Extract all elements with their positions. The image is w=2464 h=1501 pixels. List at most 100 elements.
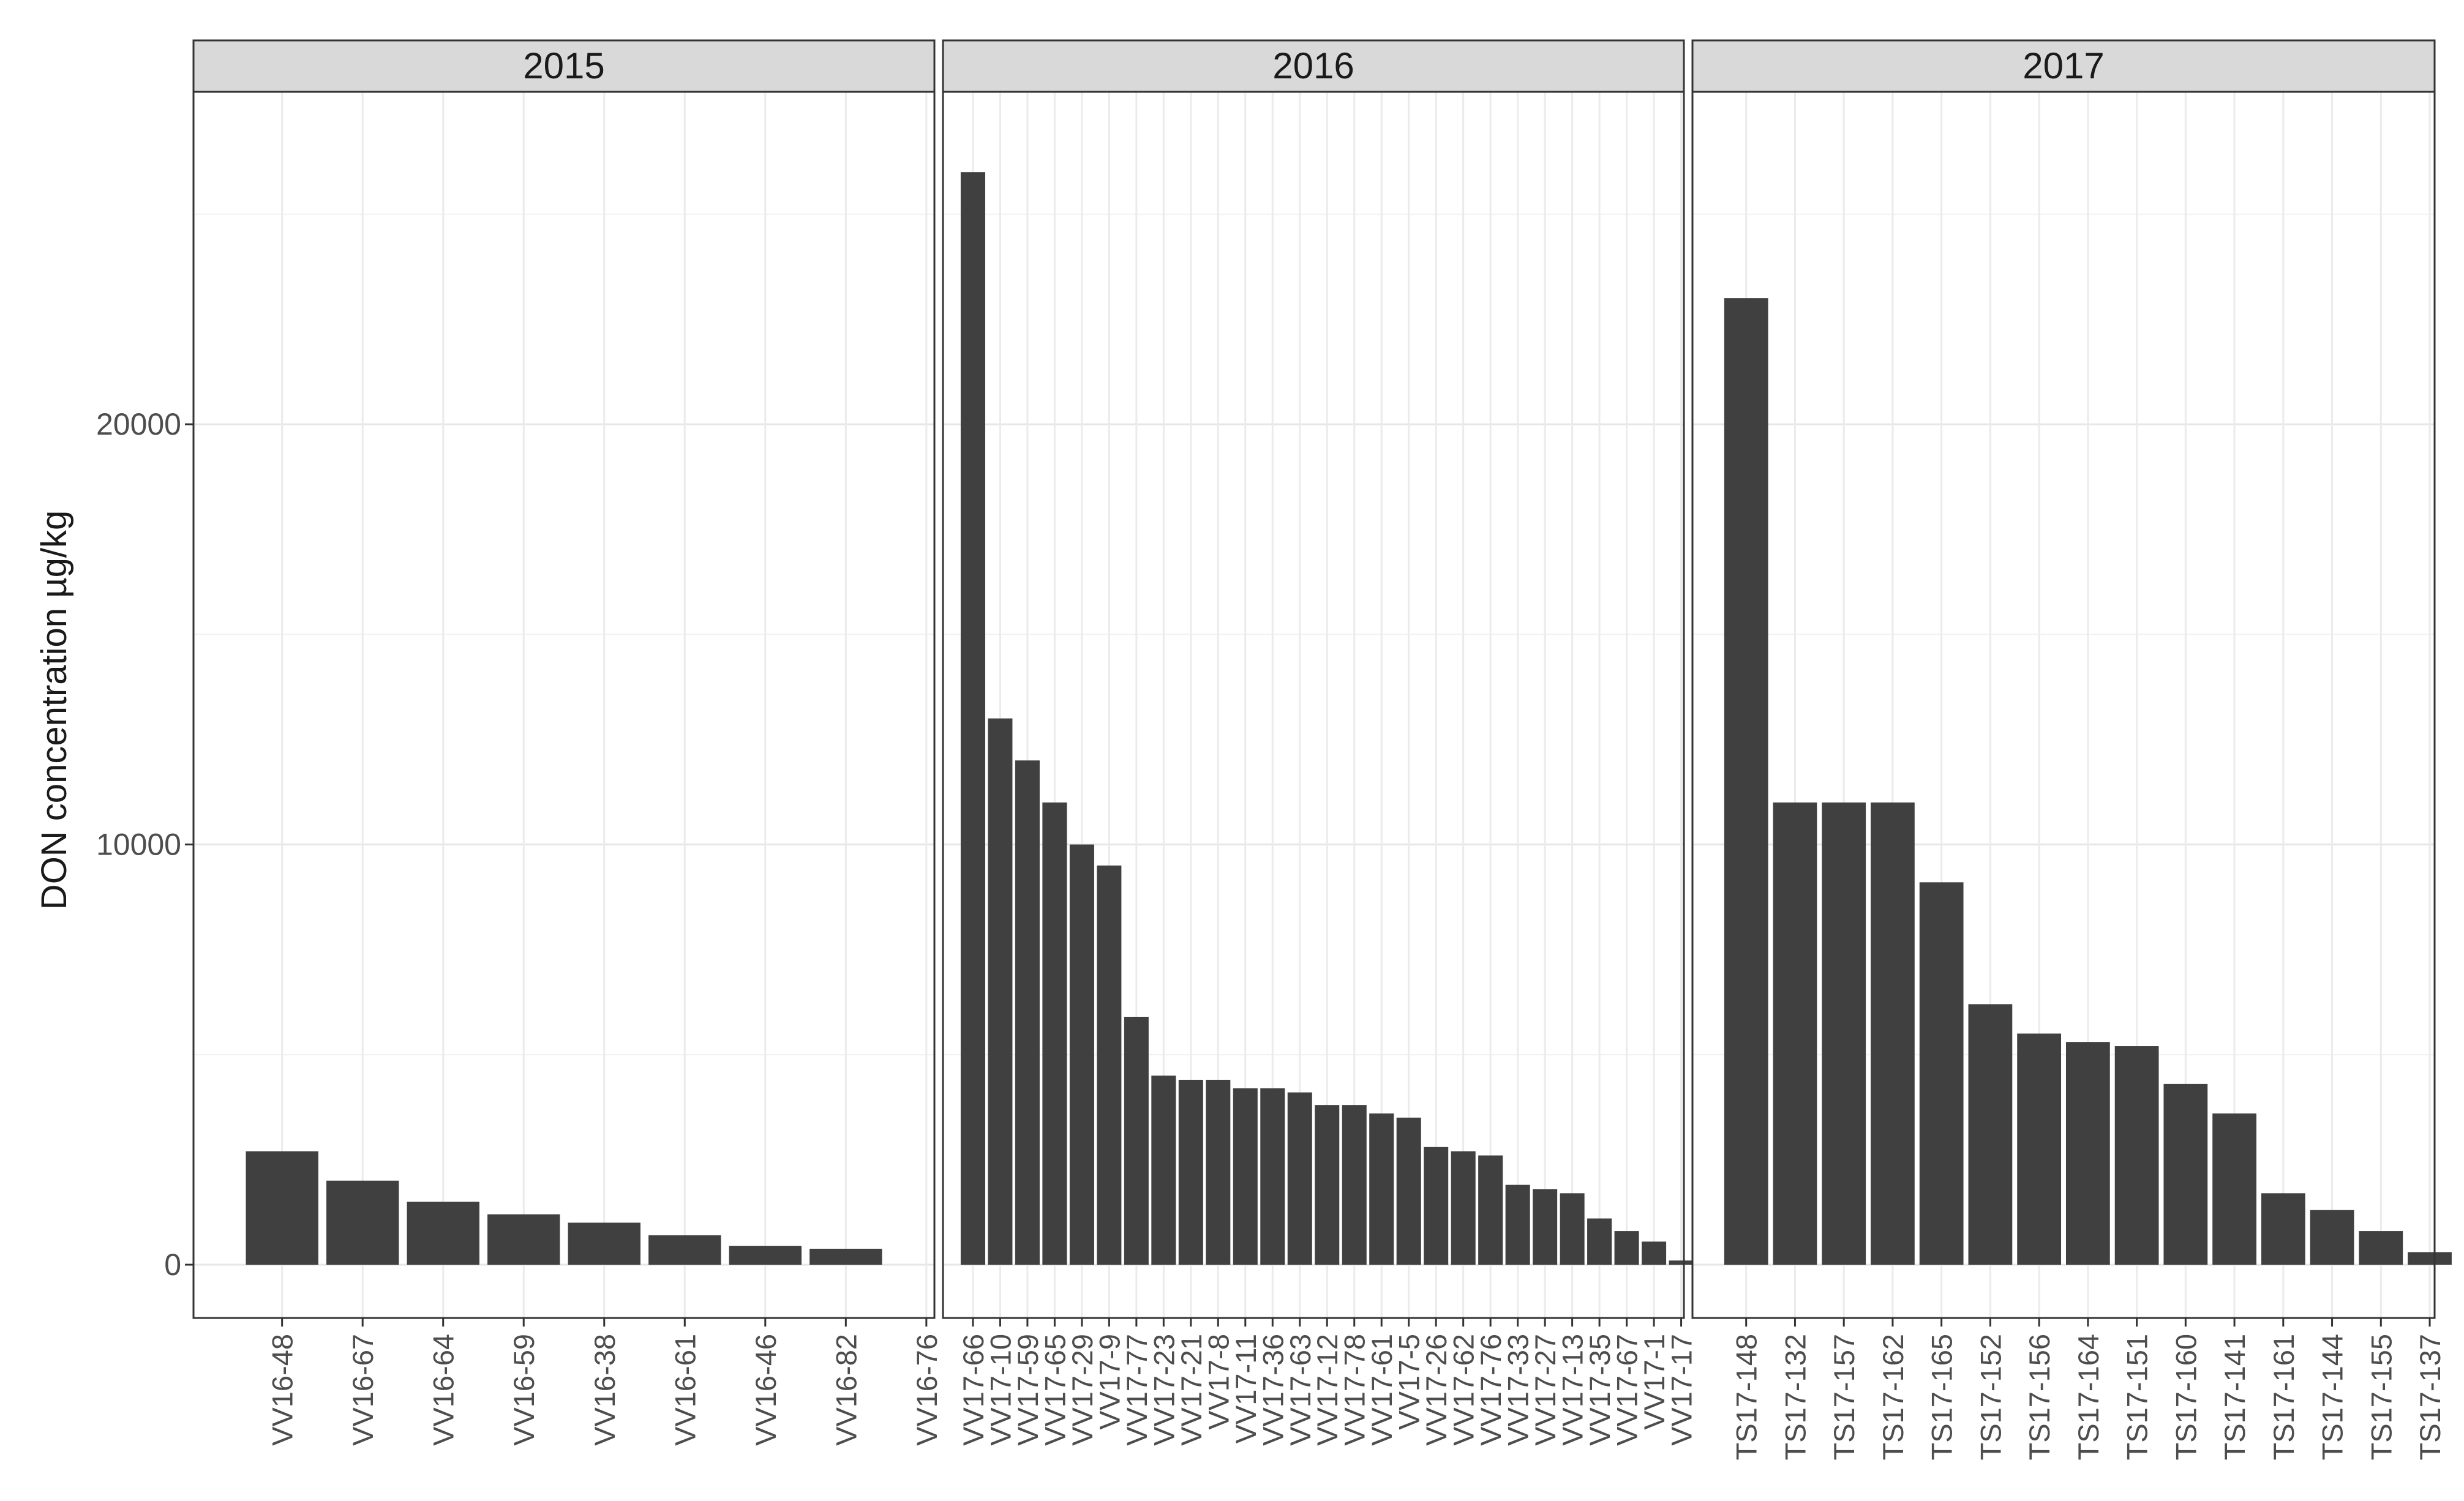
facet-strip-label: 2016 <box>1272 45 1354 86</box>
bar-TS17-148 <box>1724 298 1768 1265</box>
x-tick-label: TS17-132 <box>1779 1334 1811 1460</box>
x-tick-label: VV17-21 <box>1175 1334 1208 1446</box>
bar-TS17-144 <box>2310 1210 2354 1265</box>
bar-VV17-76 <box>1478 1155 1503 1265</box>
x-tick-label: VV16-67 <box>347 1334 379 1446</box>
bar-VV16-61 <box>648 1235 721 1265</box>
facet-panel-2015: 2015 VV16-48 VV16-67 VV16-64 VV16-59 VV16-38 V… <box>192 39 943 1446</box>
x-tick-label: VV17-11 <box>1230 1334 1262 1443</box>
bar-TS17-165 <box>1919 882 1964 1265</box>
x-tick-label: TS17-157 <box>1828 1334 1860 1460</box>
facet-panels: 2015 VV16-48 VV16-67 VV16-64 VV16-59 VV16-38 V… <box>192 39 2452 1460</box>
x-tick-label: VV16-59 <box>508 1334 540 1446</box>
bar-TS17-155 <box>2359 1231 2403 1265</box>
x-tick-label: VV17-65 <box>1039 1334 1071 1446</box>
bar-VV16-59 <box>487 1214 560 1265</box>
bar-TS17-137 <box>2408 1252 2452 1265</box>
x-tick-label: VV16-46 <box>749 1334 782 1446</box>
x-tick-label: TS17-161 <box>2267 1334 2300 1460</box>
bar-VV16-67 <box>326 1180 399 1265</box>
bar-VV17-35 <box>1587 1218 1612 1265</box>
bar-VV17-63 <box>1287 1092 1312 1265</box>
x-tick-label: VV17-9 <box>1093 1334 1125 1430</box>
x-tick-label: VV17-5 <box>1393 1334 1425 1430</box>
bar-VV16-46 <box>729 1246 802 1265</box>
bar-VV17-36 <box>1260 1088 1285 1265</box>
bar-TS17-157 <box>1822 802 1866 1265</box>
x-tick-label: VV17-36 <box>1256 1334 1289 1446</box>
x-tick-label: VV16-38 <box>588 1334 621 1446</box>
bar-VV17-11 <box>1233 1088 1258 1265</box>
bar-VV17-77 <box>1124 1016 1149 1265</box>
bar-VV17-26 <box>1424 1147 1449 1265</box>
x-tick-label: TS17-165 <box>1926 1334 1958 1460</box>
x-tick-label: TS17-144 <box>2316 1334 2349 1460</box>
bar-VV17-13 <box>1560 1193 1585 1265</box>
x-tick-label: VV17-66 <box>957 1334 990 1446</box>
y-tick-label: 0 <box>164 1248 181 1282</box>
bar-TS17-161 <box>2261 1193 2305 1265</box>
x-tick-label: VV16-76 <box>911 1334 943 1446</box>
x-tick-label: VV17-77 <box>1121 1334 1153 1446</box>
bar-TS17-162 <box>1871 802 1915 1265</box>
bar-VV17-8 <box>1206 1079 1231 1265</box>
x-tick-label: VV17-67 <box>1611 1334 1643 1446</box>
x-tick-label: VV17-59 <box>1012 1334 1044 1446</box>
x-tick-label: VV17-12 <box>1311 1334 1343 1446</box>
bar-VV16-82 <box>809 1248 882 1265</box>
y-tick-label: 20000 <box>96 407 181 441</box>
x-tick-label: VV17-17 <box>1666 1334 1698 1446</box>
bar-VV17-21 <box>1178 1079 1203 1265</box>
bar-VV17-27 <box>1533 1189 1558 1265</box>
bar-VV17-59 <box>1015 760 1040 1265</box>
x-tick-label: VV17-10 <box>984 1334 1016 1446</box>
y-axis-ticks: 0 10000 20000 <box>96 407 193 1282</box>
bar-VV17-5 <box>1396 1117 1421 1265</box>
x-tick-label: VV16-82 <box>830 1334 862 1446</box>
facet-strip <box>1691 39 2436 93</box>
bar-VV17-33 <box>1505 1185 1530 1265</box>
bar-VV17-9 <box>1097 865 1122 1265</box>
bar-VV16-38 <box>568 1222 640 1265</box>
x-tick-label: VV16-48 <box>266 1334 299 1446</box>
bar-TS17-164 <box>2065 1042 2110 1265</box>
bar-TS17-156 <box>2017 1033 2062 1265</box>
bar-VV17-67 <box>1614 1231 1639 1265</box>
bar-TS17-152 <box>1968 1004 2013 1265</box>
bar-VV16-64 <box>407 1202 479 1265</box>
x-tick-label: VV17-8 <box>1202 1334 1234 1430</box>
x-tick-label: VV17-27 <box>1529 1334 1561 1446</box>
bar-VV16-48 <box>246 1151 318 1265</box>
x-tick-label: VV17-29 <box>1066 1334 1099 1446</box>
x-tick-label: VV17-13 <box>1557 1334 1589 1446</box>
bar-VV17-12 <box>1315 1105 1340 1265</box>
x-tick-label: VV17-1 <box>1638 1334 1670 1430</box>
facet-panel-2016: 2016VV17-66VV17-10VV17-59VV17-65VV17-29V… <box>942 39 1698 1446</box>
x-tick-label: TS17-148 <box>1730 1334 1763 1460</box>
bar-TS17-160 <box>2163 1084 2208 1265</box>
x-tick-label: TS17-137 <box>2414 1334 2446 1460</box>
bar-VV17-17 <box>1669 1260 1694 1265</box>
x-tick-label: TS17-151 <box>2121 1334 2154 1460</box>
x-tick-label: VV17-63 <box>1284 1334 1317 1446</box>
x-tick-label: VV16-61 <box>669 1334 701 1446</box>
facet-strip <box>942 39 1685 93</box>
x-tick-label: TS17-156 <box>2023 1334 2056 1460</box>
y-tick-label: 10000 <box>96 828 181 862</box>
bar-VV17-62 <box>1451 1151 1476 1265</box>
bar-TS17-151 <box>2114 1046 2159 1265</box>
bar-VV17-29 <box>1069 844 1094 1265</box>
bar-VV17-10 <box>988 718 1013 1265</box>
x-tick-label: VV17-23 <box>1147 1334 1180 1446</box>
facet-panel-2017: 2017 TS17-148 TS17-132 TS17-157 TS17-162 TS17… <box>1691 39 2452 1460</box>
bar-VV17-66 <box>960 172 985 1265</box>
x-tick-label: TS17-160 <box>2169 1334 2202 1460</box>
x-tick-label: VV17-61 <box>1365 1334 1398 1446</box>
x-tick-label: TS17-155 <box>2365 1334 2397 1460</box>
facet-strip-label: 2015 <box>523 45 604 86</box>
bar-TS17-141 <box>2212 1113 2256 1265</box>
x-tick-label: VV17-78 <box>1339 1334 1371 1446</box>
facet-strip <box>192 39 936 93</box>
bar-VV17-78 <box>1342 1105 1367 1265</box>
